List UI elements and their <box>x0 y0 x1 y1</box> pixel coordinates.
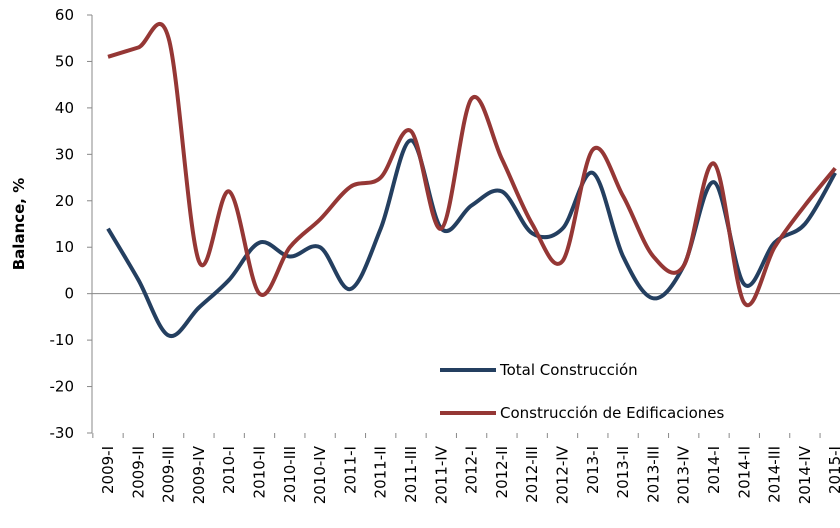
x-tick-label: 2009-I <box>99 446 117 494</box>
y-tick-label: 40 <box>55 99 74 117</box>
x-tick-label: 2014-III <box>766 446 784 503</box>
y-axis-label: Balance, % <box>10 178 28 271</box>
y-tick-label: 20 <box>55 192 74 210</box>
x-tick-label: 2014-IV <box>796 445 814 504</box>
y-tick-label: 30 <box>55 145 74 163</box>
y-tick-label: 10 <box>55 238 74 256</box>
x-tick-label: 2013-II <box>614 446 632 498</box>
x-tick-label: 2014-I <box>705 446 723 494</box>
y-tick-label: -30 <box>50 424 75 442</box>
x-tick-label: 2014-II <box>735 446 753 498</box>
x-tick-label: 2012-IV <box>554 445 572 504</box>
x-tick-label: 2012-I <box>463 446 481 494</box>
x-tick-label: 2009-IV <box>190 445 208 504</box>
x-tick-label: 2015-I <box>826 446 840 494</box>
x-tick-label: 2012-III <box>523 446 541 503</box>
x-tick-label: 2011-II <box>372 446 390 498</box>
x-tick-label: 2013-IV <box>675 445 693 504</box>
x-tick-label: 2011-I <box>341 446 359 494</box>
x-tick-label: 2013-I <box>584 446 602 494</box>
legend-label: Total Construcción <box>499 361 638 379</box>
x-tick-label: 2009-II <box>129 446 147 498</box>
y-tick-label: -20 <box>50 378 75 396</box>
line-series <box>107 21 837 308</box>
x-tick-label: 2010-II <box>251 446 269 498</box>
x-tick-label: 2010-IV <box>311 445 329 504</box>
y-tick-label: 0 <box>64 285 74 303</box>
legend-label: Construcción de Edificaciones <box>500 404 725 422</box>
line-series <box>106 138 837 338</box>
x-tick-label: 2013-III <box>644 446 662 503</box>
x-tick-label: 2010-III <box>281 446 299 503</box>
x-tick-label: 2010-I <box>220 446 238 494</box>
y-tick-label: 50 <box>55 52 74 70</box>
x-tick-label: 2012-II <box>493 446 511 498</box>
y-tick-label: -10 <box>50 331 75 349</box>
x-tick-label: 2011-III <box>402 446 420 503</box>
x-tick-label: 2011-IV <box>432 445 450 504</box>
y-tick-label: 60 <box>55 6 74 24</box>
x-tick-label: 2009-III <box>160 446 178 503</box>
